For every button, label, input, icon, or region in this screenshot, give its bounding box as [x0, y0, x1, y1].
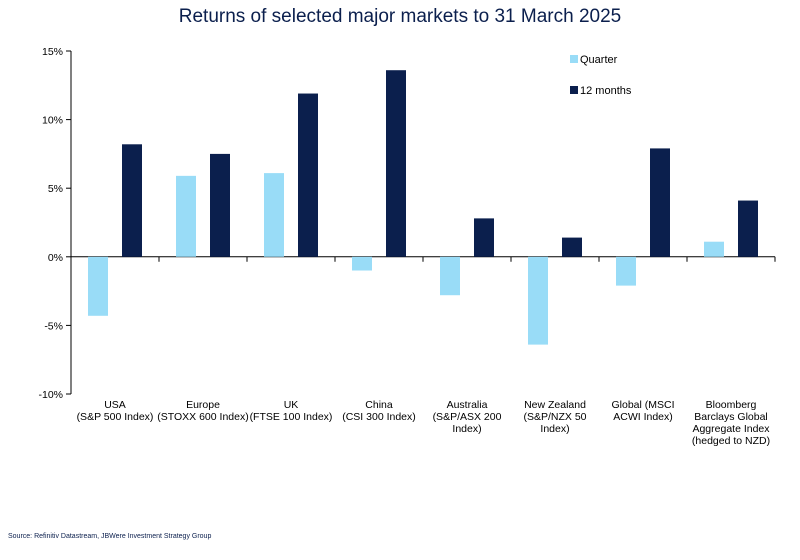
category-label: USA	[104, 399, 126, 411]
bar-quarter	[176, 175, 196, 257]
bar-12-months	[738, 200, 758, 257]
legend-label-quarter: Quarter	[580, 54, 618, 66]
category-label: New Zealand	[524, 399, 586, 411]
y-tick-label: 15%	[42, 46, 63, 58]
category-label: Global (MSCI	[611, 399, 674, 411]
category-label: ACWI Index)	[613, 411, 673, 423]
category-label: Barclays Global	[694, 411, 768, 423]
labels-layer: 15% 10% 5% 0% -5% -10% USA(S&P 500 Index) Europ…	[38, 46, 770, 447]
bar-12-months	[562, 237, 582, 257]
category-label: Index)	[540, 423, 569, 435]
y-tick-label: -10%	[38, 389, 63, 401]
legend-swatch-12-months	[570, 86, 578, 94]
bar-quarter	[352, 256, 372, 271]
legend-swatch-quarter	[570, 55, 578, 63]
y-tick-label: -5%	[44, 320, 63, 332]
bar-quarter	[704, 241, 724, 257]
bar-12-months	[650, 148, 670, 257]
y-tick-label: 5%	[48, 183, 63, 195]
bar-quarter	[264, 173, 284, 257]
category-label: UK	[284, 399, 299, 411]
bar-12-months	[210, 153, 230, 257]
bars-layer	[88, 70, 758, 345]
category-label: Australia	[447, 399, 488, 411]
legend-label-12-months: 12 months	[580, 85, 632, 97]
bar-12-months	[474, 218, 494, 257]
category-label: (S&P/ASX 200	[433, 411, 502, 423]
category-label: Index)	[452, 423, 481, 435]
bar-quarter	[528, 256, 548, 345]
chart-title: Returns of selected major markets to 31 …	[178, 6, 622, 27]
category-label: (S&P/NZX 50	[523, 411, 586, 423]
bar-quarter	[616, 256, 636, 286]
category-label: (CSI 300 Index)	[342, 411, 416, 423]
legend: Quarter 12 months	[570, 54, 632, 97]
bar-12-months	[122, 144, 142, 257]
category-label: Bloomberg	[706, 399, 757, 411]
category-label: Europe	[186, 399, 220, 411]
y-tick-label: 0%	[48, 252, 63, 264]
category-label: (STOXX 600 Index)	[157, 411, 248, 423]
category-label: China	[365, 399, 393, 411]
category-label: Aggregate Index	[692, 423, 770, 435]
bar-12-months	[386, 70, 406, 257]
bar-quarter	[88, 256, 108, 316]
bar-12-months	[298, 93, 318, 257]
category-label: (hedged to NZD)	[692, 435, 770, 447]
y-tick-label: 10%	[42, 115, 63, 127]
category-label: (FTSE 100 Index)	[250, 411, 333, 423]
category-label: (S&P 500 Index)	[77, 411, 154, 423]
bar-quarter	[440, 256, 460, 296]
source-note: Source: Refinitiv Datastream, JBWere Inv…	[8, 533, 212, 540]
